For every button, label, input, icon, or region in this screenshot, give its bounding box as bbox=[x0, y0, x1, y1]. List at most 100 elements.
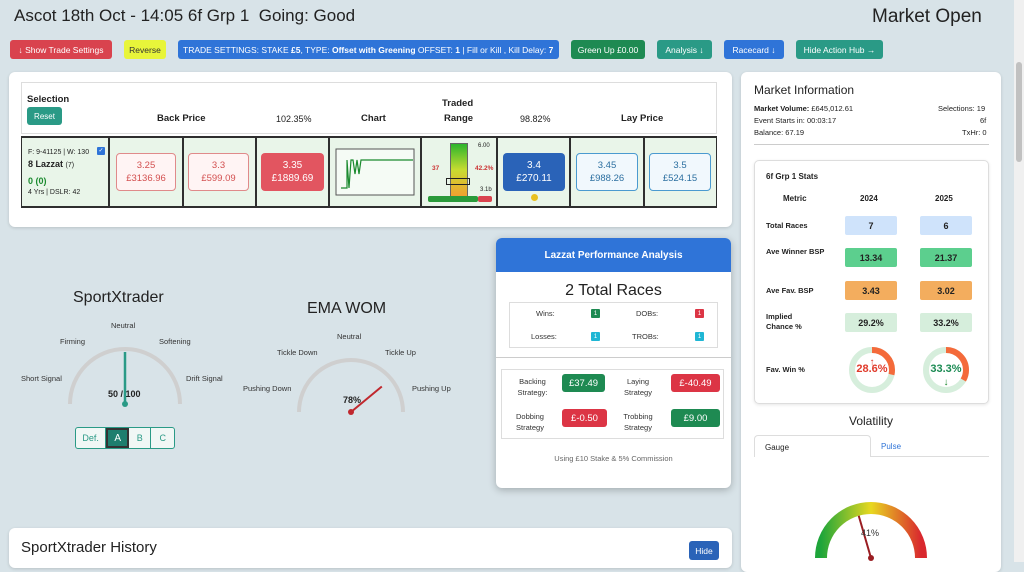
back-price-3[interactable]: 3.35 £1889.69 bbox=[261, 153, 324, 191]
stat-ave-winner-bsp-2025: 21.37 bbox=[920, 248, 972, 267]
lay-price-2[interactable]: 3.45 £988.26 bbox=[576, 153, 638, 191]
tab-b[interactable]: B bbox=[129, 428, 152, 448]
sx-neutral: Neutral bbox=[111, 321, 136, 330]
scrollbar-thumb[interactable] bbox=[1016, 62, 1022, 162]
hide-history-button[interactable]: Hide bbox=[689, 541, 719, 560]
reverse-button[interactable]: Reverse bbox=[124, 40, 166, 59]
volatility-gauge-arc bbox=[815, 502, 927, 559]
lay-2-amount: £988.26 bbox=[589, 173, 625, 184]
volatility-tab-pulse[interactable]: Pulse bbox=[881, 442, 902, 451]
performance-card bbox=[496, 238, 731, 488]
fav-win-2024: 28.6% bbox=[856, 363, 888, 375]
ema-pushing-down: Pushing Down bbox=[243, 384, 292, 393]
show-trade-settings-button[interactable]: ↓ Show Trade Settings bbox=[10, 40, 112, 59]
sx-short-signal: Short Signal bbox=[21, 374, 62, 383]
sx-drift-signal: Drift Signal bbox=[186, 374, 223, 383]
volatility-gauge-needle bbox=[857, 515, 872, 559]
runner-form: F: 9-41125 | W: 130 bbox=[28, 149, 90, 156]
race-distance: 6f bbox=[980, 116, 987, 125]
racecard-button[interactable]: Racecard ↓ bbox=[724, 40, 784, 59]
trade-settings-summary[interactable]: TRADE SETTINGS: STAKE £5, TYPE: Offset w… bbox=[178, 40, 559, 59]
stats-box bbox=[754, 160, 989, 404]
stats-title: 6f Grp 1 Stats bbox=[766, 172, 819, 181]
volume-value: £645,012.61 bbox=[811, 104, 854, 113]
range-marker bbox=[446, 178, 470, 185]
stat-label-implied-chance: Implied Chance % bbox=[766, 312, 802, 331]
laying-label: Laying Strategy bbox=[624, 377, 652, 397]
market-volume: Market Volume: £645,012.61 bbox=[754, 104, 853, 113]
trobbing-label: Trobbing Strategy bbox=[623, 412, 653, 432]
page-scrollbar[interactable] bbox=[1014, 0, 1024, 562]
dobbing-value: £-0.50 bbox=[562, 409, 607, 427]
ema-neutral: Neutral bbox=[337, 332, 362, 341]
back-2-price: 3.3 bbox=[211, 160, 226, 171]
back-percentage: 102.35% bbox=[276, 114, 312, 124]
stat-label-total-races: Total Races bbox=[766, 221, 808, 230]
runner-info-cell[interactable]: F: 9-41125 | W: 130 ✓ 8 Lazzat (7) 0 (0)… bbox=[21, 137, 109, 207]
lay-percentage: 98.82% bbox=[520, 114, 551, 124]
stats-year-2: 2025 bbox=[935, 194, 953, 203]
balance: Balance: 67.19 bbox=[754, 128, 805, 137]
green-up-button[interactable]: Green Up £0.00 bbox=[571, 40, 645, 59]
stat-total-races-2025: 6 bbox=[920, 216, 972, 235]
sx-value: 50 / 100 bbox=[108, 389, 141, 399]
ema-gauge-hub bbox=[348, 409, 354, 415]
tab-def[interactable]: Def. bbox=[76, 428, 107, 448]
ema-tickle-up: Tickle Up bbox=[385, 348, 416, 357]
hide-action-hub-button[interactable]: Hide Action Hub → bbox=[796, 40, 883, 59]
stat-implied-chance-2025: 33.2% bbox=[920, 313, 972, 332]
reset-button[interactable]: Reset bbox=[27, 107, 62, 125]
range-low: 3.1b bbox=[480, 187, 492, 193]
stat-ave-fav-bsp-2025: 3.02 bbox=[920, 281, 972, 300]
market-info-title: Market Information bbox=[754, 83, 855, 97]
price-chart bbox=[335, 148, 415, 196]
fav-win-2025: 33.3% bbox=[930, 363, 962, 375]
backing-label: Backing Strategy: bbox=[517, 377, 548, 397]
volatility-tab-gauge[interactable]: Gauge bbox=[754, 435, 871, 457]
volatility-title: Volatility bbox=[848, 414, 894, 428]
stat-total-races-2024: 7 bbox=[845, 216, 897, 235]
trobbing-value: £9.00 bbox=[671, 409, 720, 427]
back-price-2[interactable]: 3.3 £599.09 bbox=[188, 153, 249, 191]
tab-a[interactable]: A bbox=[106, 428, 129, 448]
stat-ave-winner-bsp-2024: 13.34 bbox=[845, 248, 897, 267]
fav-win-2025-ring: ↓ bbox=[923, 347, 969, 393]
ema-gauge-needle bbox=[350, 385, 383, 413]
event-start: Event Starts in: 00:03:17 bbox=[754, 116, 836, 125]
tab-c[interactable]: C bbox=[159, 433, 166, 443]
ladder-header bbox=[21, 82, 717, 134]
history-card bbox=[9, 528, 732, 568]
chart-cell bbox=[329, 137, 421, 207]
wins-label: Wins: bbox=[536, 309, 555, 318]
results-box bbox=[509, 302, 718, 348]
lay-3-amount: £524.15 bbox=[662, 173, 698, 184]
lay-price-heading: Lay Price bbox=[621, 113, 664, 124]
runner-pl-sub: (0) bbox=[35, 176, 47, 186]
starts-value: 00:03:17 bbox=[806, 116, 837, 125]
range-green-strip bbox=[428, 196, 478, 202]
ema-value: 78% bbox=[343, 395, 362, 405]
back-price-1[interactable]: 3.25 £3136.96 bbox=[116, 153, 176, 191]
runner-checkbox[interactable]: ✓ bbox=[97, 147, 105, 155]
back-price-heading: Back Price bbox=[157, 113, 206, 124]
fav-win-2024-ring: ↑ bbox=[849, 347, 895, 393]
total-races: 2 Total Races bbox=[565, 282, 662, 299]
lay-price-1[interactable]: 3.4 £270.11 bbox=[503, 153, 565, 191]
range-left: 37 bbox=[432, 165, 440, 172]
volatility-value: 41% bbox=[861, 528, 880, 538]
selection-heading: Selection bbox=[27, 94, 70, 105]
stat-implied-chance-2024: 29.2% bbox=[845, 313, 897, 332]
stake-value: £5 bbox=[291, 44, 301, 55]
strategies-box bbox=[501, 369, 724, 439]
chart-heading: Chart bbox=[361, 113, 386, 124]
history-title: SportXtrader History bbox=[21, 539, 157, 556]
lay-price-3[interactable]: 3.5 £524.15 bbox=[649, 153, 711, 191]
dobs-count: 1 bbox=[695, 309, 704, 318]
analysis-button[interactable]: Analysis ↓ bbox=[657, 40, 712, 59]
lay-3-price: 3.5 bbox=[673, 160, 687, 171]
lay-1-amount: £270.11 bbox=[516, 173, 552, 184]
tabs-divider bbox=[871, 456, 989, 457]
page-title: Ascot 18th Oct - 14:05 6f Grp 1 Going: G… bbox=[14, 6, 356, 25]
price-line bbox=[341, 159, 413, 189]
stat-ave-fav-bsp-2024: 3.43 bbox=[845, 281, 897, 300]
